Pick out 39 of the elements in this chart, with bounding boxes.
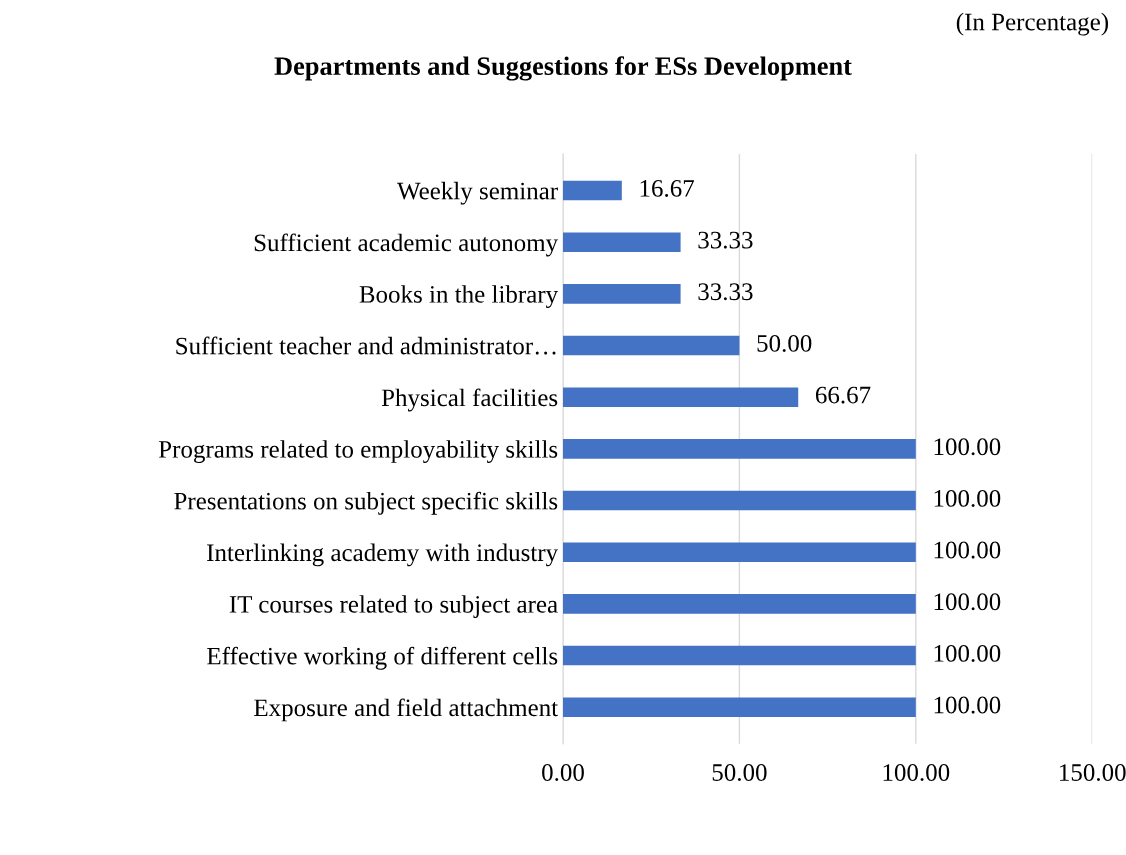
data-label: 100.00 xyxy=(934,593,1001,611)
data-label: 100.00 xyxy=(934,438,1001,456)
y-tick-label: Exposure and field attachment xyxy=(254,698,558,722)
bar xyxy=(563,335,740,356)
y-tick-label: Sufficient academic autonomy xyxy=(254,233,559,257)
x-tick-label: 150.00 xyxy=(1060,764,1126,781)
y-tick-label: Interlinking academy with industry xyxy=(207,543,559,567)
data-label: 50.00 xyxy=(757,334,812,352)
data-label: 16.67 xyxy=(640,179,695,197)
text: (In Percentage) xyxy=(956,12,1109,36)
bar xyxy=(563,439,916,459)
bar xyxy=(563,180,622,201)
data-label: 100.00 xyxy=(934,696,1001,714)
data-label: 33.33 xyxy=(698,283,753,301)
bar xyxy=(563,284,681,304)
y-tick-label: IT courses related to subject area xyxy=(229,595,558,618)
y-tick-label: Programs related to employability skills xyxy=(158,440,558,463)
data-label: 100.00 xyxy=(934,541,1001,559)
x-tick-label: 0.00 xyxy=(542,764,584,781)
data-label: 33.33 xyxy=(698,231,753,249)
data-label: 100.00 xyxy=(934,489,1001,507)
bar xyxy=(563,645,916,666)
bar xyxy=(563,387,799,408)
chart-title: Departments and Suggestions for ESs Development xyxy=(274,56,852,81)
bar xyxy=(563,542,916,563)
bar xyxy=(563,697,916,718)
y-tick-label: Effective working of different cells xyxy=(207,646,558,670)
y-tick-label: Presentations on subject specific skills xyxy=(174,491,558,515)
data-label: 100.00 xyxy=(934,644,1001,662)
y-tick-label: Books in the library xyxy=(359,285,559,308)
y-tick-label: Physical facilities xyxy=(381,388,558,412)
bar xyxy=(563,232,681,253)
bar xyxy=(563,490,916,511)
data-label: 66.67 xyxy=(815,386,871,404)
bar xyxy=(563,594,916,614)
x-tick-label: 50.00 xyxy=(712,764,767,781)
y-tick-label: Weekly seminar xyxy=(397,181,558,205)
x-tick-label: 100.00 xyxy=(883,764,950,781)
y-tick-label: Sufficient teacher and administrator… xyxy=(176,336,556,355)
